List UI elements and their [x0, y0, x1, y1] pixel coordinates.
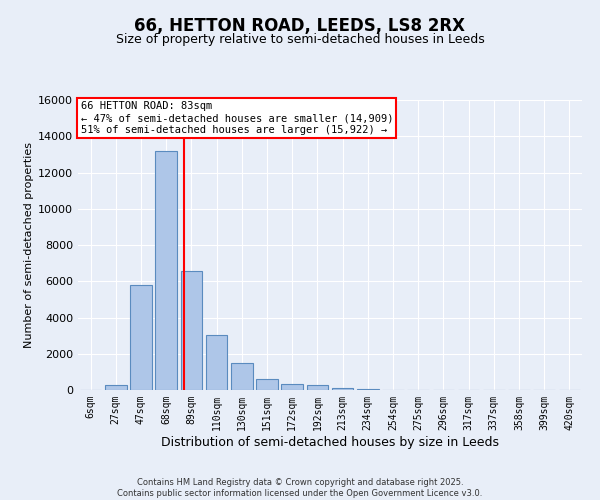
Bar — [206, 334, 227, 390]
Bar — [181, 272, 202, 390]
Bar — [281, 384, 303, 390]
Bar — [307, 386, 328, 390]
Bar — [332, 388, 353, 390]
Text: 66 HETTON ROAD: 83sqm
← 47% of semi-detached houses are smaller (14,909)
51% of : 66 HETTON ROAD: 83sqm ← 47% of semi-deta… — [80, 102, 393, 134]
Text: Contains HM Land Registry data © Crown copyright and database right 2025.
Contai: Contains HM Land Registry data © Crown c… — [118, 478, 482, 498]
Bar — [256, 379, 278, 390]
Bar — [357, 389, 379, 390]
Bar — [105, 384, 127, 390]
Text: 66, HETTON ROAD, LEEDS, LS8 2RX: 66, HETTON ROAD, LEEDS, LS8 2RX — [134, 18, 466, 36]
Text: Size of property relative to semi-detached houses in Leeds: Size of property relative to semi-detach… — [116, 32, 484, 46]
Y-axis label: Number of semi-detached properties: Number of semi-detached properties — [24, 142, 34, 348]
Bar — [130, 285, 152, 390]
Bar — [155, 151, 177, 390]
X-axis label: Distribution of semi-detached houses by size in Leeds: Distribution of semi-detached houses by … — [161, 436, 499, 448]
Bar — [231, 363, 253, 390]
